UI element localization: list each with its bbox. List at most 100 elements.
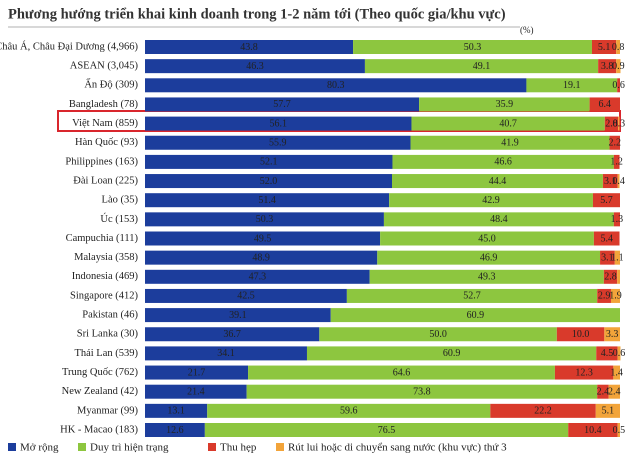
value-label: 42.5 bbox=[237, 291, 255, 302]
value-label: 57.7 bbox=[273, 99, 291, 110]
bar-segment bbox=[145, 116, 412, 131]
bar-segment bbox=[597, 384, 609, 399]
value-label: 52.7 bbox=[463, 291, 481, 302]
value-label: 46.9 bbox=[480, 252, 498, 263]
category-label: Ấn Độ (309) bbox=[84, 78, 138, 91]
bar-segment bbox=[306, 346, 597, 361]
value-label: 6.4 bbox=[599, 99, 612, 110]
value-label: 36.7 bbox=[223, 329, 241, 340]
bar-segment bbox=[617, 174, 620, 189]
value-label: 0.9 bbox=[612, 61, 625, 72]
value-label: 64.6 bbox=[393, 367, 411, 378]
bar-segment bbox=[554, 365, 614, 380]
bar-segment bbox=[614, 250, 620, 265]
value-label: 45.0 bbox=[478, 233, 496, 244]
category-label: Myanmar (99) bbox=[77, 405, 138, 416]
value-label: 2.9 bbox=[598, 291, 611, 302]
bar-segment bbox=[616, 59, 621, 74]
category-label: Pakistan (46) bbox=[82, 310, 138, 321]
value-label: 50.3 bbox=[256, 214, 274, 225]
value-label: 4.5 bbox=[601, 348, 614, 359]
bar-segment bbox=[145, 154, 393, 169]
bar-segment bbox=[592, 193, 620, 208]
legend-label: Thu hẹp bbox=[220, 442, 257, 454]
value-label: 34.1 bbox=[217, 348, 235, 359]
value-label: 5.7 bbox=[600, 195, 613, 206]
bar-segment bbox=[593, 231, 620, 246]
bar-segment bbox=[145, 250, 378, 265]
category-label: Bangladesh (78) bbox=[69, 99, 139, 110]
value-label: 1.1 bbox=[611, 252, 624, 263]
category-label: Trung Quốc (762) bbox=[62, 367, 139, 378]
value-label: 2.8 bbox=[605, 118, 618, 129]
bar-segment bbox=[145, 403, 208, 418]
value-label: 21.7 bbox=[188, 367, 206, 378]
category-label: Malaysia (358) bbox=[74, 252, 138, 263]
bar-segment bbox=[145, 308, 331, 323]
bar-segment bbox=[597, 288, 611, 303]
category-label: Singapore (412) bbox=[70, 290, 138, 301]
bar-segment bbox=[145, 231, 381, 246]
value-label: 10.0 bbox=[572, 329, 590, 340]
bar-segment bbox=[419, 97, 590, 112]
value-label: 76.5 bbox=[378, 425, 396, 436]
bar-segment bbox=[604, 327, 620, 342]
legend-label: Mở rộng bbox=[20, 442, 59, 454]
value-label: 22.2 bbox=[534, 406, 552, 417]
value-label: 1.3 bbox=[611, 214, 624, 225]
bar-segment bbox=[145, 269, 370, 284]
value-label: 44.4 bbox=[489, 176, 507, 187]
bar-segment bbox=[246, 384, 598, 399]
bar-segment bbox=[596, 346, 618, 361]
category-label: Việt Nam (859) bbox=[72, 118, 138, 129]
bar-segment bbox=[613, 212, 620, 227]
legend-swatch bbox=[78, 443, 86, 451]
bar-segment bbox=[603, 269, 618, 284]
value-label: 10.4 bbox=[584, 425, 602, 436]
value-label: 39.1 bbox=[229, 310, 247, 321]
value-label: 19.1 bbox=[563, 80, 581, 91]
bar-segment bbox=[411, 116, 605, 131]
bar-segment bbox=[392, 154, 614, 169]
bar-segment bbox=[568, 423, 618, 437]
value-label: 48.4 bbox=[490, 214, 508, 225]
value-label: 55.9 bbox=[269, 138, 287, 149]
bar-segment bbox=[145, 135, 411, 150]
bar-segment bbox=[319, 327, 557, 342]
bar-segment bbox=[369, 269, 604, 284]
bar-segment bbox=[410, 135, 610, 150]
bar-segment bbox=[389, 193, 593, 208]
bar-segment bbox=[608, 384, 620, 399]
chart-title: Phương hướng triển khai kinh doanh trong… bbox=[8, 6, 506, 22]
bar-segment bbox=[145, 212, 384, 227]
category-label: Đài Loan (225) bbox=[73, 175, 138, 186]
value-label: 46.6 bbox=[494, 157, 512, 168]
value-label: 49.1 bbox=[473, 61, 491, 72]
value-label: 0.6 bbox=[613, 348, 626, 359]
value-label: 5.1 bbox=[598, 42, 611, 53]
bar-segment bbox=[617, 78, 620, 93]
value-label: 2.8 bbox=[604, 272, 617, 283]
bar-segment bbox=[377, 250, 601, 265]
value-label: 2.4 bbox=[597, 386, 610, 397]
bar-segment bbox=[600, 250, 615, 265]
value-label: 73.8 bbox=[413, 386, 431, 397]
value-label: 1.9 bbox=[609, 291, 622, 302]
bar-segment bbox=[248, 365, 555, 380]
value-label: 40.7 bbox=[499, 118, 517, 129]
bar-segment bbox=[364, 59, 599, 74]
value-label: 12.6 bbox=[166, 425, 184, 436]
bar-segment bbox=[610, 288, 620, 303]
category-label: Philippines (163) bbox=[65, 156, 138, 167]
bar-segment bbox=[145, 384, 247, 399]
bar-segment bbox=[353, 40, 592, 54]
value-label: 51.4 bbox=[258, 195, 276, 206]
value-label: 49.3 bbox=[478, 272, 496, 283]
bar-segment bbox=[145, 174, 392, 189]
value-label: 42.9 bbox=[482, 195, 500, 206]
value-label: 0.8 bbox=[612, 42, 625, 53]
bar-segment bbox=[617, 269, 620, 284]
bar-segment bbox=[617, 423, 620, 437]
legend-swatch bbox=[208, 443, 216, 451]
